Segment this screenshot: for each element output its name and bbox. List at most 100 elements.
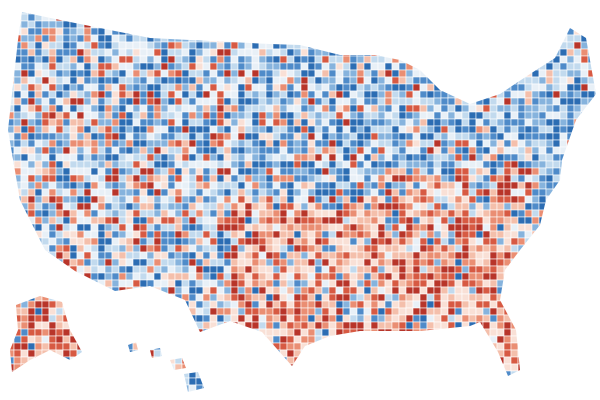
county [216,146,225,155]
county [104,237,113,246]
county [279,349,288,358]
county [426,104,435,113]
county [265,181,274,190]
county [69,139,78,148]
county [251,146,260,155]
county [174,307,183,316]
county [566,349,575,358]
county [223,377,232,386]
county [188,258,197,267]
county [41,370,50,379]
county [440,97,449,106]
county [580,335,589,344]
county [517,174,526,183]
county [329,0,336,7]
county [118,363,127,372]
county [307,342,316,351]
county [475,209,484,218]
county [538,195,547,204]
county [244,202,253,211]
county [307,34,316,43]
county [405,188,414,197]
county [202,118,211,127]
county [90,132,99,141]
county [139,202,148,211]
county [245,0,252,7]
county [342,370,351,379]
county [356,174,365,183]
county [391,195,400,204]
county [62,356,71,365]
county [342,111,351,120]
county [69,167,78,176]
county [139,272,148,281]
county [90,377,99,386]
county [314,230,323,239]
county [202,216,211,225]
county [391,20,400,29]
county [454,300,463,309]
county [300,181,309,190]
county [475,27,484,36]
county [573,265,582,274]
county [167,230,176,239]
county [566,391,575,392]
county [405,111,414,120]
county [90,48,99,57]
county [363,314,372,323]
county [76,244,85,253]
county [209,216,218,225]
county [419,104,428,113]
county [314,146,323,155]
county [573,69,582,78]
county [272,83,281,92]
county [489,223,498,232]
county [321,111,330,120]
county [468,230,477,239]
county [0,182,7,189]
county [237,265,246,274]
county [573,314,582,323]
county [181,195,190,204]
county [489,251,498,260]
county [412,62,421,71]
county [27,12,36,15]
county [244,307,253,316]
county [118,111,127,120]
county [594,265,596,274]
county [454,363,463,372]
county [76,391,85,392]
county [230,216,239,225]
county [111,167,120,176]
county [41,55,50,64]
county [398,342,407,351]
county [510,153,519,162]
county [538,377,547,386]
county [13,20,22,29]
county [552,167,561,176]
county [461,181,470,190]
county [69,363,78,372]
county [237,328,246,337]
county [153,27,162,36]
county [503,286,512,295]
county [335,97,344,106]
county [153,153,162,162]
county [370,27,379,36]
county [146,181,155,190]
county [322,0,329,7]
county [27,132,36,141]
county [321,307,330,316]
county [125,272,134,281]
county [132,125,141,134]
county [118,167,127,176]
county [55,111,64,120]
county [265,76,274,85]
county [440,314,449,323]
county [48,90,57,99]
county [258,265,267,274]
county [76,328,85,337]
county [153,370,162,379]
county [356,132,365,141]
county [83,132,92,141]
